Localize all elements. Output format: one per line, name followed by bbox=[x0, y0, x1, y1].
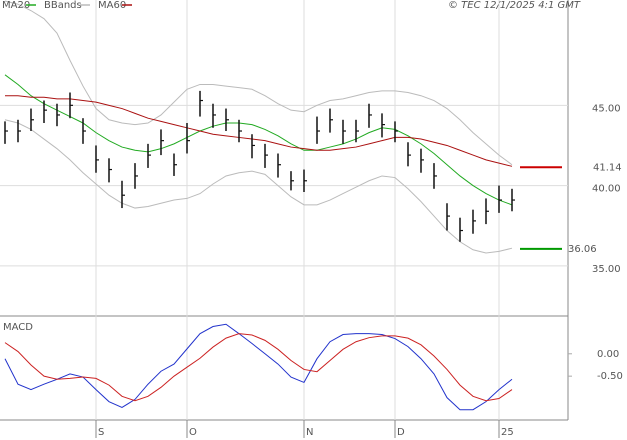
last-value-label: 41.14 bbox=[593, 162, 622, 173]
line-ma60 bbox=[5, 95, 513, 167]
x-tick-label: 25 bbox=[501, 427, 514, 438]
macd-line bbox=[4, 323, 513, 411]
panel-title: MACD bbox=[3, 322, 33, 333]
y-tick-label: 0.00 bbox=[597, 349, 619, 360]
y-tick-label: 45.00 bbox=[592, 103, 621, 114]
legend-label: BBands bbox=[44, 0, 82, 11]
line-ma20 bbox=[4, 74, 513, 206]
legend-label: MA60 bbox=[98, 0, 126, 11]
legend-label: MA20 bbox=[2, 0, 30, 11]
x-tick-label: O bbox=[189, 427, 197, 438]
x-tick-label: S bbox=[98, 427, 104, 438]
line-bbands bbox=[4, 0, 513, 166]
y-tick-label: 35.00 bbox=[592, 264, 621, 275]
y-tick-label: -0.50 bbox=[597, 371, 623, 382]
x-tick-label: N bbox=[306, 427, 313, 438]
timestamp: © TEC 12/1/2025 4:1 GMT bbox=[448, 0, 581, 11]
x-tick-label: D bbox=[397, 427, 405, 438]
lower-band bbox=[4, 119, 513, 254]
y-tick-label: 40.00 bbox=[592, 184, 621, 195]
last-value-label: 36.06 bbox=[568, 244, 597, 255]
macd-line bbox=[4, 333, 513, 402]
